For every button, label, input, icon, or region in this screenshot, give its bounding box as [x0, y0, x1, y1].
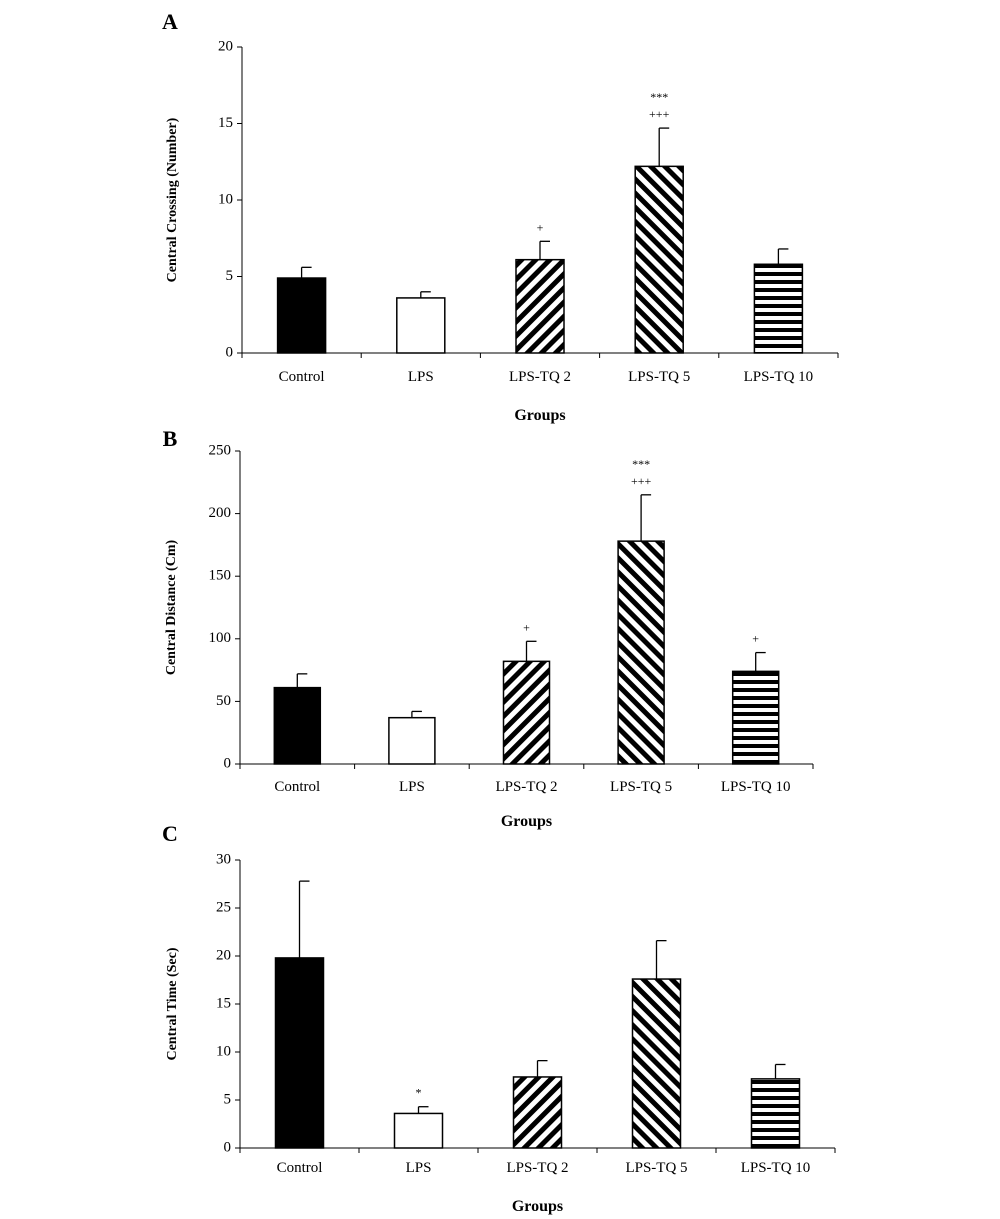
- panel-b-category-label-4: LPS-TQ 10: [721, 779, 791, 795]
- panel-a-bar-2: [515, 258, 565, 354]
- panel-c-significance-1-0: *: [416, 1086, 422, 1100]
- panel-b-ylabel: Central Distance (Cm): [164, 540, 179, 676]
- panel-c-ytick-label-0: 0: [224, 1139, 232, 1155]
- panel-c-category-label-0: Control: [277, 1160, 323, 1176]
- panel-a-significance-2-0: +: [537, 220, 544, 234]
- panel-b: B 0 50 100 150 200 250 Control LPS LPS-TQ 2 + LPS-T…: [163, 426, 814, 830]
- panel-a-ytick-label-0: 0: [226, 344, 234, 360]
- panel-b-bar-0: [273, 686, 322, 765]
- panel-c-category-label-2: LPS-TQ 2: [506, 1160, 568, 1176]
- panel-b-significance-3-1: +++: [631, 474, 652, 488]
- panel-c: C 0 5 10 15 20 25 30 Control LPS * LPS-TQ 2 LPS-TQ 5…: [162, 821, 836, 1215]
- panel-b-ytick-label-5: 250: [209, 442, 232, 458]
- panel-a-category-label-1: LPS: [408, 369, 434, 385]
- panel-a-ytick-label-2: 10: [218, 191, 233, 207]
- panel-b-category-label-2: LPS-TQ 2: [495, 779, 557, 795]
- panel-a-letter: A: [162, 9, 178, 34]
- panel-c-bar-3: [631, 978, 682, 1149]
- panel-b-bar-3: [617, 540, 665, 765]
- panel-a-ytick-label-1: 5: [226, 268, 234, 284]
- panel-b-significance-4-0: +: [752, 632, 759, 646]
- panel-a: A 0 5 10 15 20 Control LPS LPS-TQ 2 + LPS-TQ 5 *** +…: [162, 9, 839, 424]
- panel-c-category-label-3: LPS-TQ 5: [625, 1160, 687, 1176]
- panel-b-ytick-label-2: 100: [209, 630, 232, 646]
- panel-a-category-label-2: LPS-TQ 2: [509, 369, 571, 385]
- panel-b-category-label-0: Control: [274, 779, 320, 795]
- panel-c-ytick-label-2: 10: [216, 1043, 231, 1059]
- panel-c-ytick-label-6: 30: [216, 851, 231, 867]
- panel-c-bar-2: [512, 1076, 563, 1149]
- panel-a-significance-3-0: ***: [650, 90, 668, 104]
- panel-b-significance-3-0: ***: [632, 457, 650, 471]
- panel-a-xlabel: Groups: [514, 407, 565, 424]
- panel-b-category-label-3: LPS-TQ 5: [610, 779, 672, 795]
- panel-a-bar-0: [276, 277, 327, 354]
- panel-b-bar-4: [731, 670, 780, 765]
- panel-a-ylabel: Central Crossing (Number): [165, 117, 180, 282]
- panel-c-bar-0: [274, 957, 325, 1149]
- panel-a-bar-4: [753, 263, 804, 354]
- panel-c-category-label-1: LPS: [406, 1160, 432, 1176]
- panel-c-ytick-label-5: 25: [216, 899, 231, 915]
- panel-c-xlabel: Groups: [512, 1198, 563, 1215]
- panel-b-category-label-1: LPS: [399, 779, 425, 795]
- panel-c-ytick-label-1: 5: [224, 1091, 232, 1107]
- panel-a-category-label-0: Control: [279, 369, 325, 385]
- panel-c-letter: C: [162, 821, 178, 846]
- panel-c-category-label-4: LPS-TQ 10: [741, 1160, 811, 1176]
- panel-b-ytick-label-1: 50: [216, 693, 231, 709]
- panel-b-bar-2: [502, 660, 551, 765]
- panel-a-bar-1: [396, 297, 446, 354]
- panel-b-bar-1: [388, 716, 436, 765]
- panel-c-bar-1: [393, 1112, 444, 1149]
- panel-a-significance-3-1: +++: [649, 107, 670, 121]
- panel-b-ytick-label-4: 200: [209, 505, 232, 521]
- panel-c-ylabel: Central Time (Sec): [165, 947, 180, 1060]
- panel-c-ytick-label-4: 20: [216, 947, 231, 963]
- panel-c-ytick-label-3: 15: [216, 995, 231, 1011]
- panel-a-category-label-4: LPS-TQ 10: [744, 369, 814, 385]
- panel-b-ytick-label-3: 150: [209, 568, 232, 584]
- panel-a-category-label-3: LPS-TQ 5: [628, 369, 690, 385]
- panel-b-xlabel: Groups: [501, 813, 552, 830]
- panel-a-ytick-label-4: 20: [218, 38, 233, 54]
- panel-b-ytick-label-0: 0: [224, 755, 232, 771]
- panel-a-ytick-label-3: 15: [218, 115, 233, 131]
- panel-c-bar-4: [750, 1078, 801, 1149]
- panel-b-significance-2-0: +: [523, 620, 530, 634]
- panel-a-bar-3: [634, 165, 684, 354]
- panel-b-letter: B: [163, 426, 178, 451]
